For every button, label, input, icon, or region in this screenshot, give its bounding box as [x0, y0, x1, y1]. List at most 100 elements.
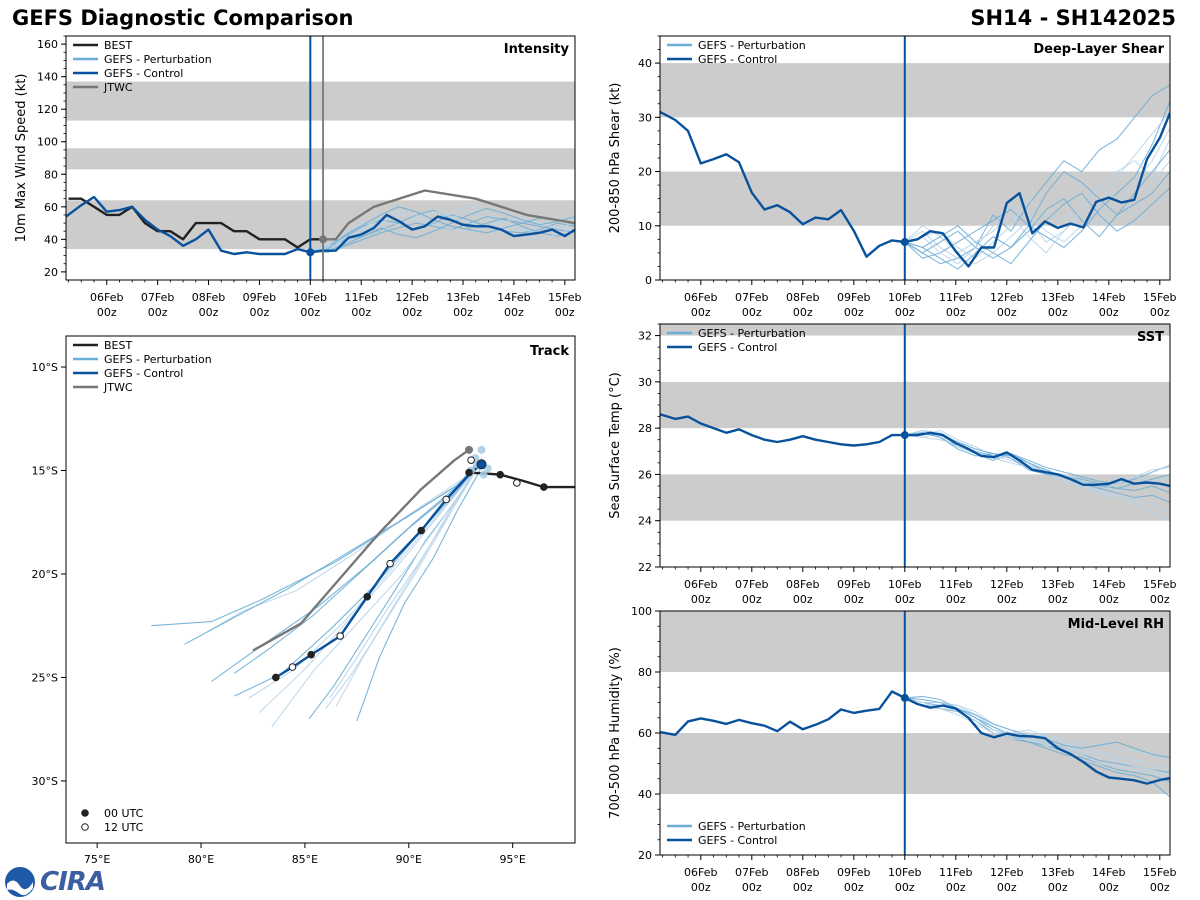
track-legend-label-gefs-perturbation: GEFS - Perturbation: [104, 353, 212, 366]
rh-xtick-hour-label: 00z: [895, 881, 915, 894]
sst-xtick-day-label: 07Feb: [735, 578, 768, 591]
rh-xtick-hour-label: 00z: [1150, 881, 1170, 894]
track-legend-label-best: BEST: [104, 339, 132, 352]
rh-legend-label-gefs-perturbation: GEFS - Perturbation: [698, 820, 806, 833]
track-control-marker-12utc: [442, 495, 450, 504]
track-ytick-label: 25°S: [32, 671, 58, 684]
track-xtick-label: 80°E: [188, 853, 214, 866]
intensity-xtick-day-label: 14Feb: [497, 291, 530, 304]
shear-xtick-day-label: 10Feb: [888, 291, 921, 304]
rh-xtick-day-label: 06Feb: [684, 866, 717, 879]
sst-xtick-hour-label: 00z: [793, 593, 813, 606]
sst-panel-title: SST: [1137, 330, 1164, 345]
rh-xtick-day-label: 07Feb: [735, 866, 768, 879]
noaa-logo-icon: [5, 867, 35, 897]
sst-ytick-label: 28: [638, 422, 652, 435]
intensity-xtick-hour-label: 00z: [555, 306, 575, 319]
rh-ytick-label: 40: [638, 788, 652, 801]
rh-init-marker: [900, 693, 909, 702]
intensity-xtick-hour-label: 00z: [504, 306, 524, 319]
intensity-best-line: [68, 197, 323, 249]
intensity-jtwc-init-marker: [319, 235, 328, 244]
sst-xtick-hour-label: 00z: [895, 593, 915, 606]
sst-plot-area: [660, 413, 1170, 522]
track-perturbation-track-12: [233, 466, 476, 674]
rh-ylabel: 700-500 hPa Humidity (%): [608, 647, 623, 819]
intensity-xtick-day-label: 10Feb: [294, 291, 327, 304]
storm-id-title: SH14 - SH142025: [970, 6, 1176, 30]
rh-perturbation-line-4: [904, 695, 1170, 783]
track-perturbation-track-10: [234, 463, 478, 697]
intensity-xtick-hour-label: 00z: [148, 306, 168, 319]
sst-xtick-day-label: 06Feb: [684, 578, 717, 591]
sst-xtick-hour-label: 00z: [946, 593, 966, 606]
shear-xtick-hour-label: 00z: [1150, 306, 1170, 319]
sst-ytick-label: 30: [638, 376, 652, 389]
shear-ytick-label: 10: [638, 220, 652, 233]
rh-ytick-label: 60: [638, 727, 652, 740]
intensity-ylabel: 10m Max Wind Speed (kt): [14, 74, 29, 243]
intensity-xtick-day-label: 07Feb: [141, 291, 174, 304]
sst-ytick-label: 22: [638, 561, 652, 574]
rh-ytick-label: 80: [638, 666, 652, 679]
intensity-xtick-hour-label: 00z: [199, 306, 219, 319]
track-legend-00utc-marker: [81, 809, 89, 817]
sst-init-marker: [900, 431, 909, 440]
track-frame: [65, 335, 576, 844]
rh-perturbation-line-5: [904, 697, 1170, 777]
track-control-marker-00utc: [272, 673, 280, 682]
sst-ylabel: Sea Surface Temp (°C): [608, 372, 623, 519]
track-xtick-label: 75°E: [84, 853, 110, 866]
shear-xtick-day-label: 09Feb: [837, 291, 870, 304]
intensity-xtick-day-label: 09Feb: [243, 291, 276, 304]
shear-xtick-hour-label: 00z: [742, 306, 762, 319]
track-panel-title: Track: [530, 344, 569, 359]
intensity-panel-title: Intensity: [504, 42, 570, 57]
rh-xtick-day-label: 14Feb: [1092, 866, 1125, 879]
rh-plot-area: [660, 690, 1170, 798]
rh-ytick-label: 20: [638, 849, 652, 862]
sst-gefs-control-line: [660, 413, 1170, 488]
track-xtick-label: 85°E: [292, 853, 318, 866]
shear-perturbation-line-4: [904, 149, 1170, 270]
intensity-band-2: [66, 81, 575, 121]
sst-xtick-hour-label: 00z: [742, 593, 762, 606]
cira-logo-text: CIRA: [40, 867, 106, 897]
track-plot-area: [151, 445, 575, 728]
intensity-xtick-hour-label: 00z: [402, 306, 422, 319]
rh-band-0: [660, 733, 1170, 794]
intensity-band-1: [66, 148, 575, 170]
shear-perturbation-line-6: [904, 171, 1170, 259]
rh-xtick-day-label: 12Feb: [990, 866, 1023, 879]
intensity-xtick-day-label: 11Feb: [344, 291, 377, 304]
rh-xtick-hour-label: 00z: [691, 881, 711, 894]
cira-logo: CIRA: [4, 866, 106, 898]
track-perturbation-init-dot: [479, 470, 488, 479]
rh-legend-label-gefs-control: GEFS - Control: [698, 834, 777, 847]
sst-xtick-hour-label: 00z: [1150, 593, 1170, 606]
track-perturbation-track-8: [184, 467, 476, 645]
intensity-xtick-day-label: 08Feb: [192, 291, 225, 304]
intensity-ytick-label: 60: [44, 201, 58, 214]
rh-xtick-hour-label: 00z: [844, 881, 864, 894]
sst-band-0: [660, 474, 1170, 521]
intensity-perturbation-line-2: [310, 209, 575, 252]
track-control-marker-12utc: [336, 632, 345, 640]
shear-band-0: [660, 171, 1170, 226]
shear-xtick-hour-label: 00z: [895, 306, 915, 319]
sst-xtick-hour-label: 00z: [691, 593, 711, 606]
shear-xtick-day-label: 14Feb: [1092, 291, 1125, 304]
track-ytick-label: 30°S: [32, 775, 58, 788]
track-perturbation-track-13: [335, 459, 482, 707]
track-control-marker-12utc: [288, 663, 297, 671]
track-legend-12utc-label: 12 UTC: [104, 821, 144, 834]
track-perturbation-track-0: [151, 466, 478, 627]
track-control-marker-00utc: [465, 468, 473, 477]
sst-band-1: [660, 381, 1170, 429]
track-perturbation-init-dot: [477, 445, 486, 454]
sst-xtick-hour-label: 00z: [844, 593, 864, 606]
shear-ylabel: 200-850 hPa Shear (kt): [608, 83, 623, 234]
shear-xtick-day-label: 08Feb: [786, 291, 819, 304]
intensity-xtick-day-label: 12Feb: [395, 291, 428, 304]
